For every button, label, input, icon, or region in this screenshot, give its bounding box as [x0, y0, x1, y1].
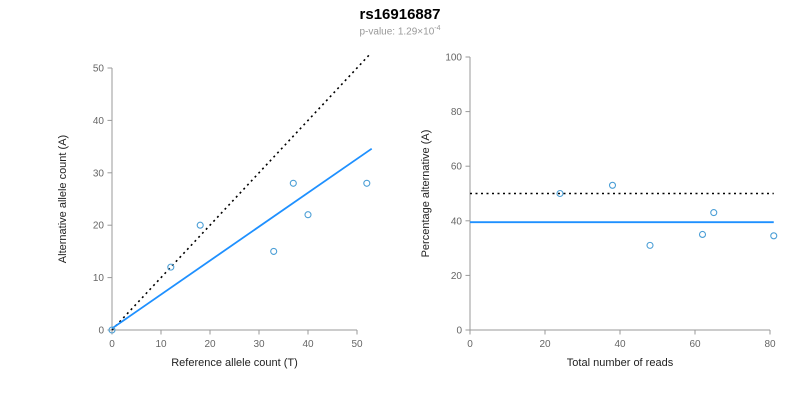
x-tick-label: 60	[689, 339, 701, 350]
y-tick-label: 20	[93, 221, 105, 232]
x-tick-label: 80	[764, 339, 776, 350]
pvalue-exponent: -4	[434, 25, 441, 32]
data-point	[556, 189, 564, 198]
data-point	[167, 263, 175, 271]
y-tick-label: 60	[451, 162, 463, 173]
x-tick-label: 20	[204, 339, 216, 350]
data-point	[196, 221, 204, 229]
data-point	[108, 326, 116, 334]
data-point	[646, 241, 654, 249]
x-tick-label: 10	[155, 339, 167, 350]
percentage-scatter: 0 20 40 60 80 0 20 40 60 80 100 Total number of rea…	[420, 53, 778, 369]
x-tick-label: 30	[253, 339, 265, 350]
data-point	[289, 179, 297, 187]
y-tick-label: 20	[451, 271, 463, 282]
y-tick-label: 50	[93, 64, 105, 75]
y-axis-label: Alternative allele count (A)	[57, 135, 69, 263]
y-axis-label: Percentage alternative (A)	[420, 130, 432, 258]
x-tick-label: 40	[614, 339, 626, 350]
plot-subtitle: p-value: 1.29×10-4	[0, 25, 800, 37]
y-tick-label: 80	[451, 107, 463, 118]
identity-line	[111, 54, 370, 331]
x-axis-label: Total number of reads	[567, 357, 674, 369]
y-tick-label: 40	[451, 216, 463, 227]
y-tick-label: 10	[93, 273, 105, 284]
data-point	[698, 230, 707, 238]
y-tick-label: 0	[456, 326, 462, 337]
allele-count-scatter: 0 10 20 30 40 50 0 10 20 30 40 50 Reference allele c…	[57, 54, 373, 369]
x-tick-label: 20	[539, 339, 551, 350]
y-tick-label: 30	[93, 168, 105, 179]
fit-line	[111, 147, 373, 330]
x-tick-label: 40	[302, 339, 314, 350]
y-tick-label: 40	[93, 116, 105, 127]
data-point	[608, 181, 617, 189]
data-point	[270, 247, 278, 255]
plot-title: rs16916887	[359, 6, 441, 23]
x-axis-label: Reference allele count (T)	[171, 357, 298, 369]
data-point	[304, 211, 312, 219]
data-point	[710, 209, 718, 217]
data-point	[363, 179, 371, 187]
y-tick-label: 0	[98, 326, 104, 337]
x-tick-label: 0	[109, 339, 115, 350]
pvalue-text: p-value: 1.29×10	[359, 26, 435, 38]
y-tick-label: 100	[445, 53, 462, 64]
x-tick-label: 50	[351, 339, 363, 350]
data-point	[770, 232, 778, 240]
x-tick-label: 0	[467, 339, 473, 350]
